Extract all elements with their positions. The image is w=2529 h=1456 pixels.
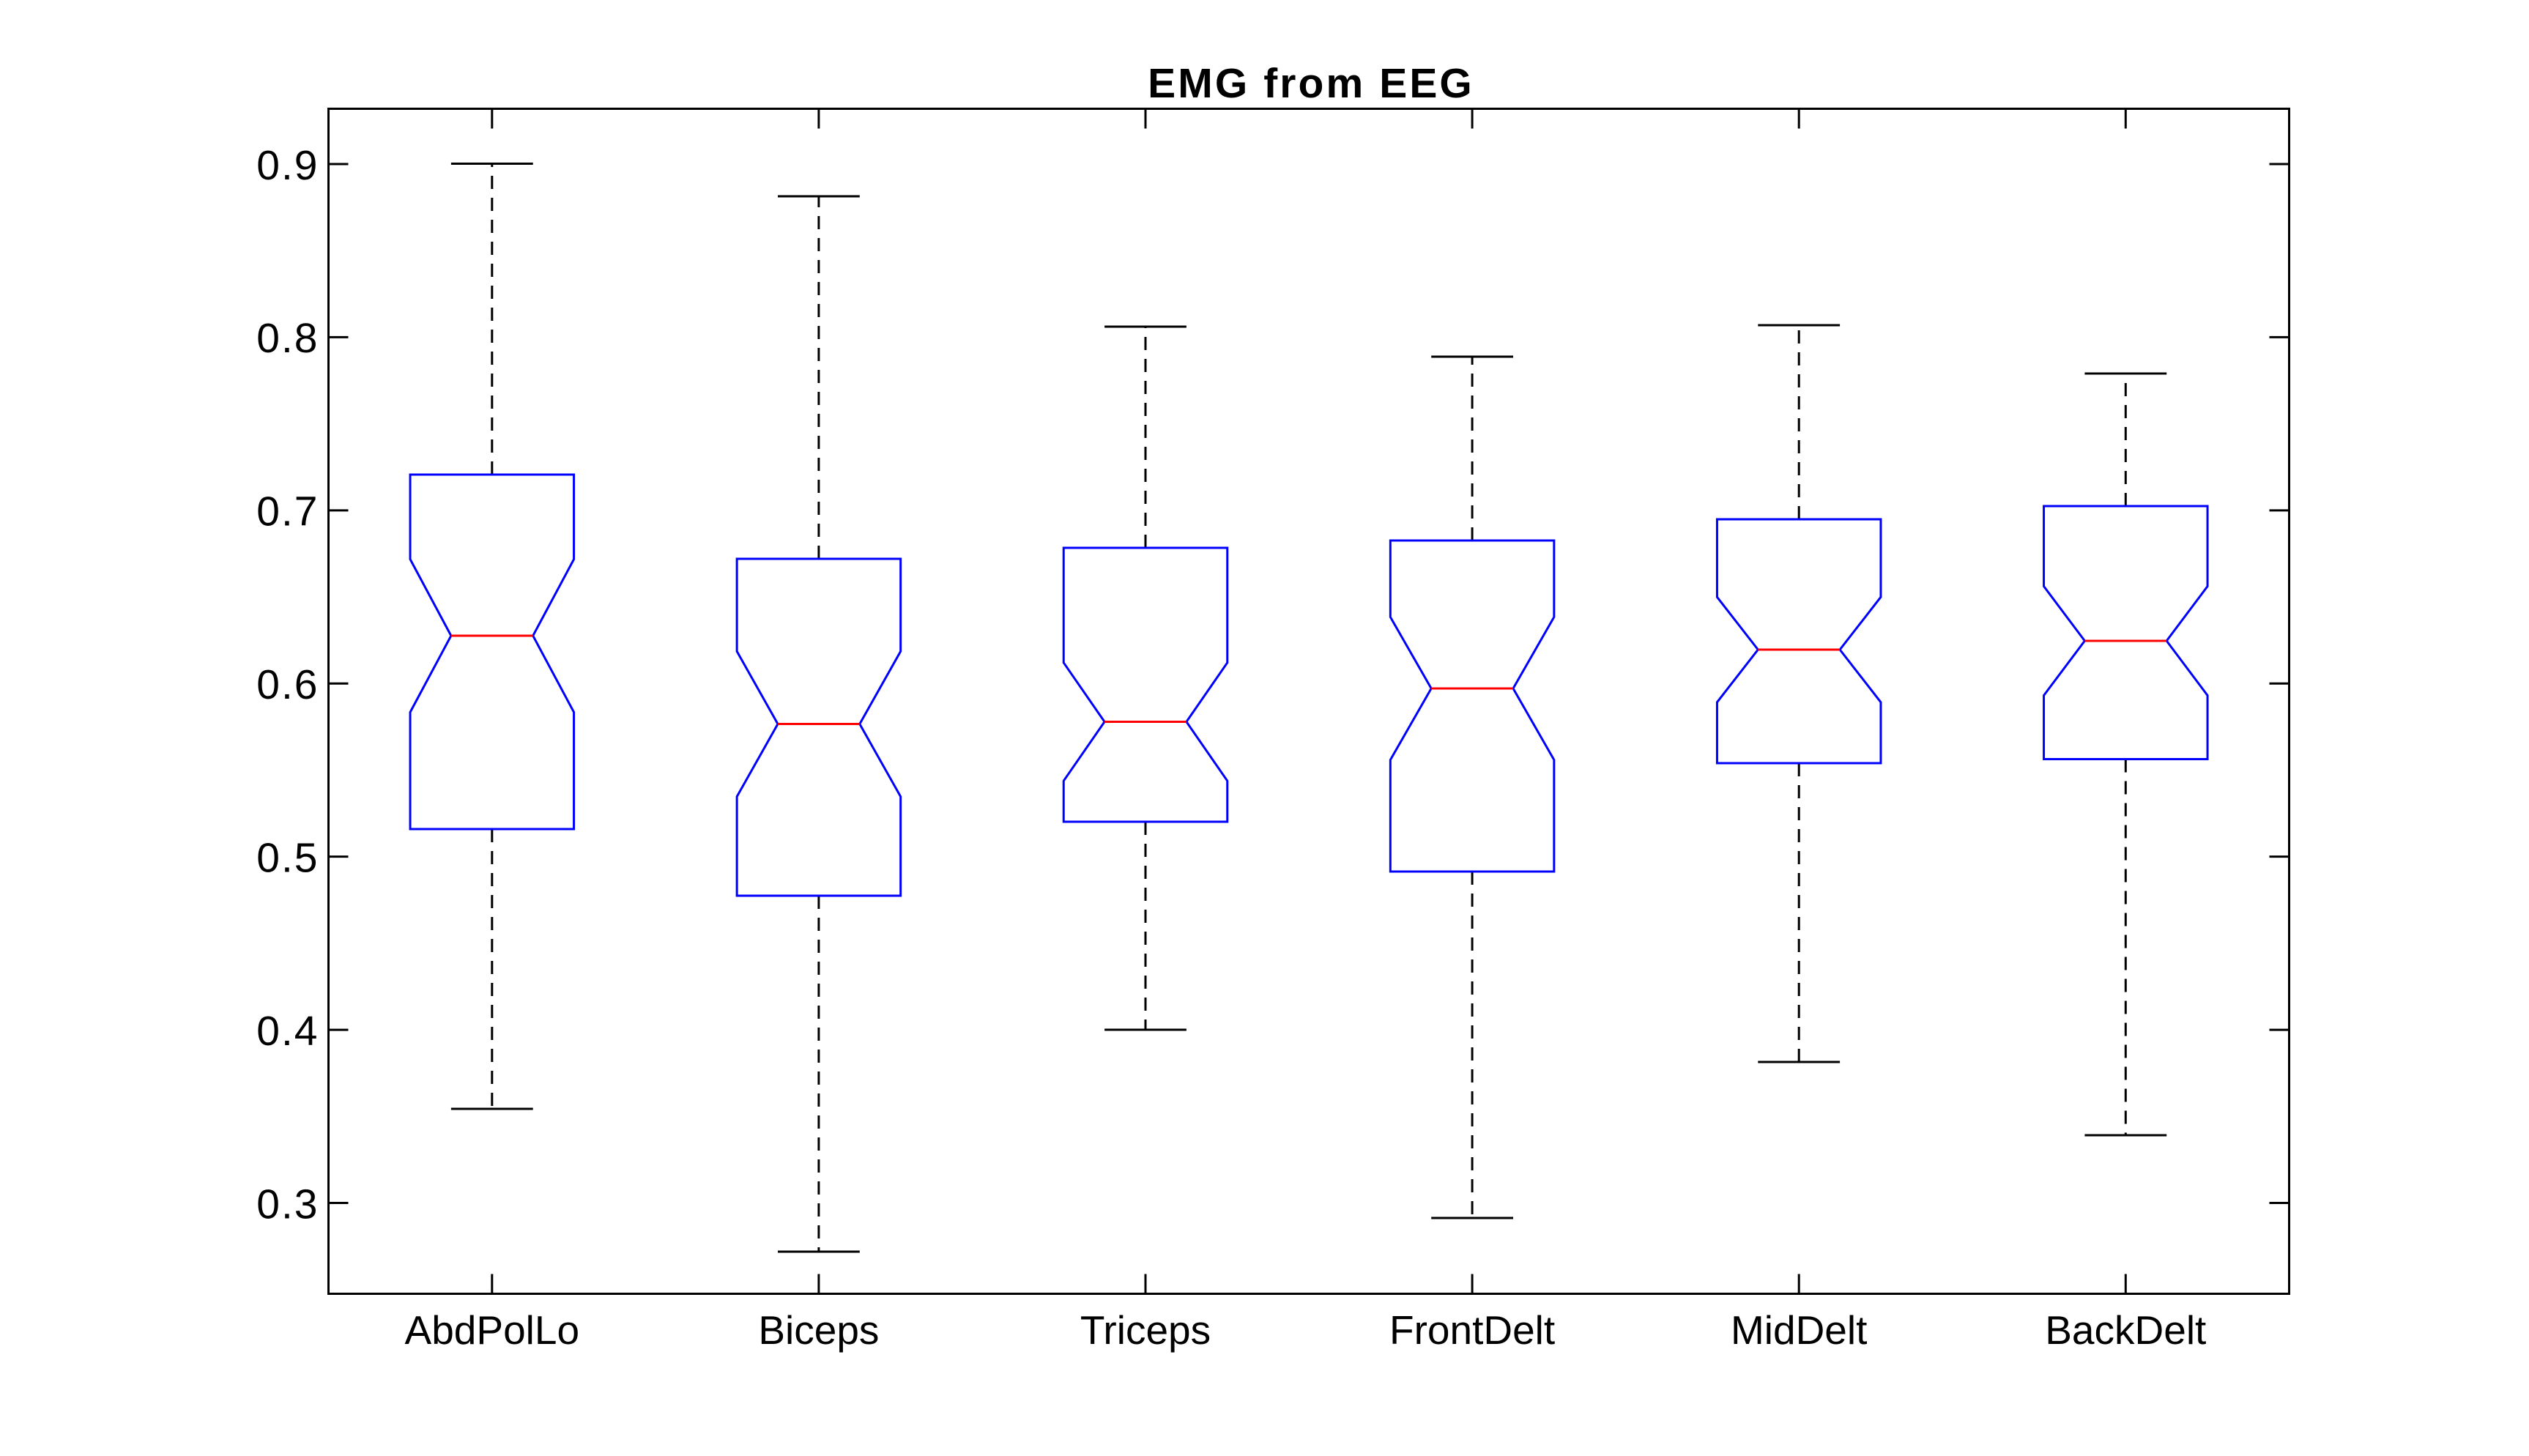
svg-text:0.6: 0.6 [256,661,319,708]
svg-text:AbdPolLo: AbdPolLo [405,1307,580,1353]
svg-text:0.4: 0.4 [256,1008,319,1055]
svg-text:MidDelt: MidDelt [1731,1307,1867,1353]
svg-text:BackDelt: BackDelt [2045,1307,2206,1353]
svg-text:Triceps: Triceps [1080,1307,1211,1353]
svg-text:EMG from EEG: EMG from EEG [1148,60,1474,107]
svg-text:0.3: 0.3 [256,1181,319,1227]
svg-text:0.8: 0.8 [256,315,319,362]
svg-text:0.9: 0.9 [256,142,319,189]
svg-text:0.5: 0.5 [256,835,319,882]
svg-text:FrontDelt: FrontDelt [1389,1307,1555,1353]
svg-text:0.7: 0.7 [256,489,319,535]
svg-text:Biceps: Biceps [758,1307,879,1353]
